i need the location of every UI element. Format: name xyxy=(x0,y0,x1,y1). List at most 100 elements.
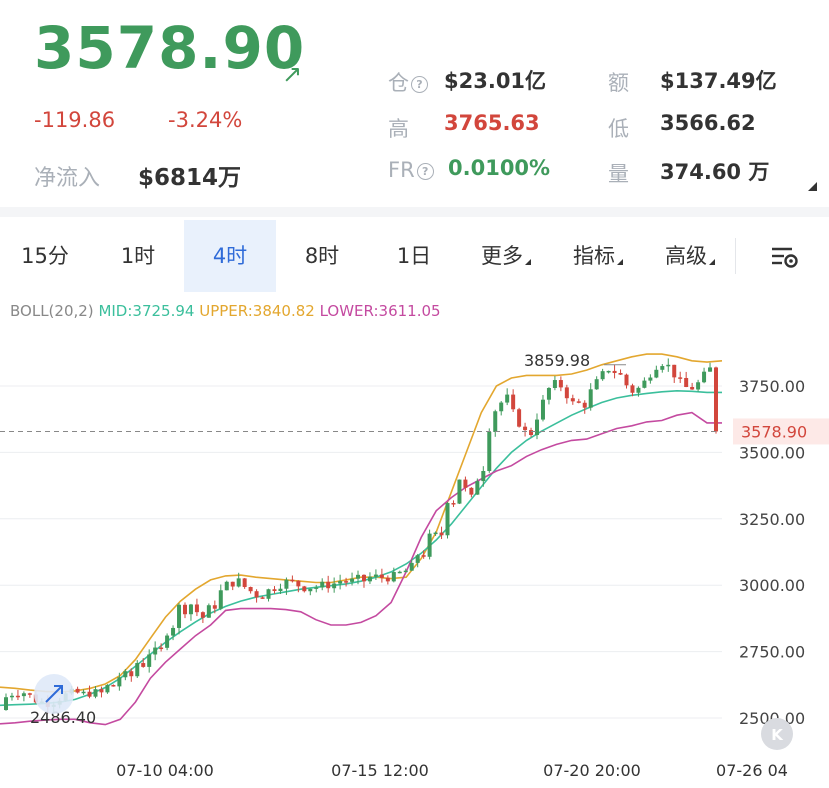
current-price-label: 3578.90 xyxy=(741,422,807,441)
candle-body xyxy=(570,398,575,402)
tab-more[interactable]: 更多 xyxy=(460,220,552,292)
y-tick-label: 3500.00 xyxy=(739,443,805,462)
k-icon: K xyxy=(771,726,784,744)
candle-body xyxy=(684,377,689,388)
candle-body xyxy=(421,555,426,557)
boll-legend: BOLL(20,2) MID:3725.94 UPPER:3840.82 LOW… xyxy=(10,302,441,320)
candle-body xyxy=(696,382,701,390)
candle-body xyxy=(630,385,635,393)
price-change-percent: -3.24% xyxy=(168,108,243,132)
help-icon: ? xyxy=(416,163,434,180)
boll-upper: UPPER:3840.82 xyxy=(199,302,315,320)
candle-body xyxy=(129,671,134,677)
candle-body xyxy=(123,671,128,678)
candlestick-chart[interactable]: 3750.003500.003250.003000.002750.002500.… xyxy=(0,330,829,788)
tab-8h[interactable]: 8时 xyxy=(304,244,340,268)
candle-body xyxy=(242,578,247,588)
candle-body xyxy=(188,604,193,615)
candle-body xyxy=(523,426,528,431)
candle-body xyxy=(230,581,235,587)
candle-body xyxy=(171,627,176,636)
max-price-label: 3859.98 xyxy=(524,351,590,370)
open-interest-value: $23.01亿 xyxy=(444,69,547,93)
candle-body xyxy=(111,685,116,687)
boll-lower: LOWER:3611.05 xyxy=(319,302,441,320)
candle-body xyxy=(361,574,366,582)
candle-body xyxy=(654,369,659,378)
volume-label: 量 xyxy=(608,162,629,186)
tab-4h[interactable]: 4时 xyxy=(184,220,276,292)
expand-stats-icon[interactable] xyxy=(808,182,817,191)
tab-15m[interactable]: 15分 xyxy=(21,244,69,268)
chart-settings-icon xyxy=(772,247,798,268)
candle-body xyxy=(409,562,414,571)
candle-body xyxy=(15,695,20,698)
tab-advanced[interactable]: 高级 xyxy=(644,220,736,292)
candle-body xyxy=(535,419,540,436)
candle-body xyxy=(433,532,438,535)
candle-body xyxy=(499,402,504,412)
candle-body xyxy=(618,373,623,375)
candle-body xyxy=(165,635,170,648)
candle-body xyxy=(147,654,152,667)
candle-body xyxy=(320,581,325,588)
trend-arrow-icon: ↗ xyxy=(282,60,303,88)
expand-arrow-icon xyxy=(45,685,63,703)
candle-body xyxy=(212,605,217,609)
candle-body xyxy=(481,470,486,482)
candle-body xyxy=(302,586,307,592)
candle-body xyxy=(272,589,277,592)
boll-mid: MID:3725.94 xyxy=(98,302,195,320)
candle-body xyxy=(338,581,343,584)
tab-indicators[interactable]: 指标 xyxy=(552,220,644,292)
candle-body xyxy=(236,578,241,587)
candle-body xyxy=(600,371,605,380)
candle-body xyxy=(278,588,283,592)
net-inflow-label: 净流入 xyxy=(34,166,101,191)
candle-body xyxy=(344,581,349,583)
candle-body xyxy=(117,677,122,687)
boll-mid-line xyxy=(0,389,722,707)
candle-body xyxy=(588,389,593,408)
dropdown-icon xyxy=(525,259,531,265)
candle-body xyxy=(93,689,98,697)
candle-body xyxy=(708,367,713,372)
low-value: 3566.62 xyxy=(660,111,756,135)
candle-body xyxy=(415,555,420,563)
candle-body xyxy=(624,374,629,386)
funding-rate-label[interactable]: FR? xyxy=(388,158,434,182)
candle-body xyxy=(427,533,432,557)
candle-body xyxy=(666,364,671,367)
candle-body xyxy=(254,591,259,598)
y-tick-label: 3750.00 xyxy=(739,377,805,396)
candle-body xyxy=(702,371,707,383)
boll-name: BOLL(20,2) xyxy=(10,302,94,320)
dropdown-icon xyxy=(709,259,715,265)
candle-body xyxy=(475,481,480,495)
candle-body xyxy=(260,597,265,599)
candle-body xyxy=(296,580,301,587)
net-inflow-value: $6814万 xyxy=(138,165,242,191)
tab-1h[interactable]: 1时 xyxy=(120,244,156,268)
current-price-badge xyxy=(733,418,829,445)
candle-body xyxy=(493,411,498,432)
tab-1d[interactable]: 1日 xyxy=(396,244,432,268)
open-interest-label[interactable]: 仓? xyxy=(388,67,428,97)
dropdown-icon xyxy=(617,259,623,265)
candle-body xyxy=(403,570,408,573)
candle-body xyxy=(439,532,444,536)
low-label: 低 xyxy=(608,117,629,141)
interval-tabs: 15分 1时 4时 8时 1日 更多 指标 高级 xyxy=(0,220,829,292)
candle-body xyxy=(81,691,86,694)
boll-lower-line xyxy=(0,411,722,726)
candle-body xyxy=(558,380,563,388)
candle-body xyxy=(463,479,468,488)
candle-body xyxy=(314,587,319,589)
chart-settings-button[interactable] xyxy=(750,220,820,292)
candle-body xyxy=(200,612,205,618)
candle-body xyxy=(636,387,641,393)
candle-body xyxy=(224,581,229,591)
candle-body xyxy=(99,689,104,693)
candle-body xyxy=(379,574,384,578)
candle-body xyxy=(612,370,617,374)
